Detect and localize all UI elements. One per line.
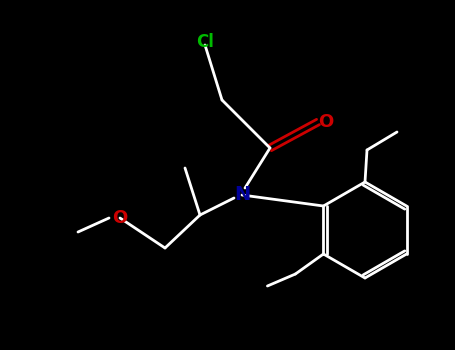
Text: Cl: Cl	[196, 33, 214, 51]
Text: O: O	[318, 113, 334, 131]
Text: N: N	[234, 186, 250, 204]
Text: O: O	[112, 209, 127, 227]
